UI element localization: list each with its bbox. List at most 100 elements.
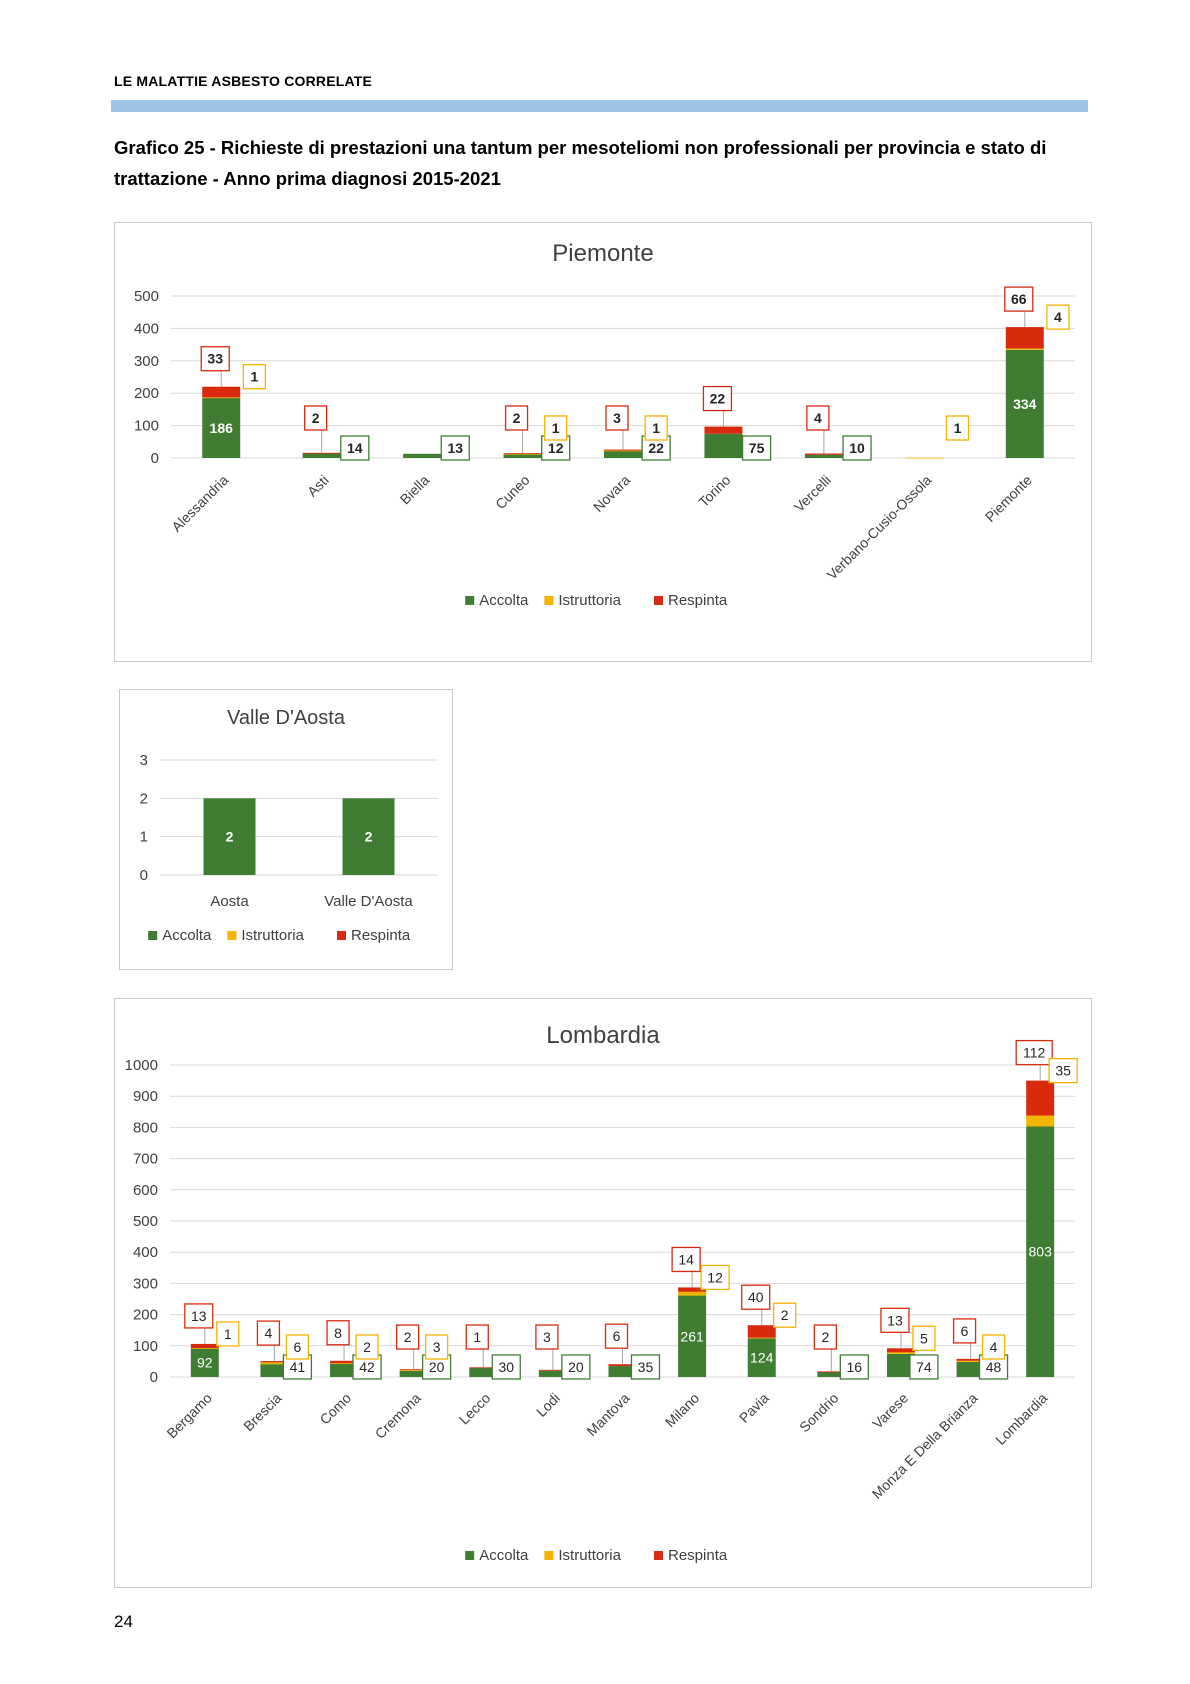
data-label-respinta-como: 8 [334,1325,342,1341]
data-label-accolta-cuneo: 12 [548,440,564,456]
data-label-respinta-alessandria-box [200,346,230,372]
data-label-accolta-torino: 75 [749,440,765,456]
bar-accolta-varese [886,1353,915,1377]
bar-accolta-torino [704,433,743,458]
bar-respinta-alessandria [202,386,241,398]
data-label-respinta-piemonte-box [1004,286,1034,312]
running-header: LE MALATTIE ASBESTO CORRELATE [114,73,373,89]
bar-istruttoria-verbano-cusio-ossola [905,457,944,459]
x-tick-label-torino: Torino [695,472,733,510]
bar-istruttoria-pavia [747,1337,776,1339]
x-tick-label-verbano-cusio-ossola: Verbano-Cusio-Ossola [824,472,935,583]
legend-swatch [544,1551,554,1560]
data-label-accolta-varese-box [909,1354,939,1380]
legend-swatch [654,1551,663,1560]
x-tick-label-mantova: Mantova [583,1390,632,1439]
data-label-accolta-vercelli-box [842,435,872,461]
data-label-respinta-milano-box [671,1246,701,1273]
x-tick-label-cuneo: Cuneo [492,472,533,513]
x-tick-label-como: Como [316,1390,354,1428]
data-label-istruttoria-brescia-box [285,1334,310,1360]
data-label-respinta-monza-e-della-brianza-box [952,1318,977,1344]
data-label-istruttoria-cremona-box [424,1334,449,1360]
bar-istruttoria-novara [604,450,642,452]
legend-swatch [148,931,158,940]
x-tick-label-vercelli: Vercelli [791,472,834,515]
x-tick-label-lecco: Lecco [456,1390,494,1428]
data-label-accolta-bergamo: 92 [197,1355,213,1371]
data-label-accolta-sondrio: 16 [847,1359,863,1375]
data-label-respinta-asti: 2 [312,410,320,426]
data-label-accolta-varese: 74 [916,1359,932,1375]
data-label-respinta-lodi-box [535,1324,559,1350]
legend-item-respinta: Respinta [654,592,728,609]
y-tick-label: 500 [134,288,159,305]
bar-istruttoria-bergamo [190,1347,219,1349]
y-tick-label: 0 [151,450,159,467]
data-label-istruttoria-monza-e-della-brianza: 4 [990,1339,998,1355]
legend: Accolta Istruttoria Respinta [148,927,411,944]
legend: Accolta Istruttoria Respinta [465,1547,728,1564]
bar-accolta-alessandria [202,397,241,458]
data-label-respinta-cremona-box [396,1324,420,1350]
data-label-istruttoria-alessandria: 1 [250,369,258,385]
bar-accolta-milano [678,1295,707,1377]
data-label-respinta-pavia: 40 [748,1289,764,1305]
data-label-respinta-brescia: 4 [265,1325,273,1341]
data-label-respinta-alessandria: 33 [207,351,223,367]
legend-swatch [337,931,346,940]
bar-respinta-pavia [747,1325,776,1338]
y-tick-label: 0 [140,867,148,884]
x-tick-label-lombardia: Lombardia [992,1390,1050,1448]
data-label-respinta-asti-box [304,405,328,431]
data-label-accolta-aosta: 2 [226,829,234,845]
data-label-respinta-lecco: 1 [473,1329,481,1345]
bar-istruttoria-alessandria [202,397,241,399]
y-tick-label: 2 [140,790,148,807]
data-label-istruttoria-brescia: 6 [293,1339,301,1355]
legend-swatch [465,596,475,605]
bar-respinta-torino [704,426,743,434]
bar-respinta-bergamo [190,1343,219,1348]
bar-accolta-cremona [399,1370,428,1377]
bar-accolta-biella [403,453,442,458]
x-tick-label-piemonte: Piemonte [982,472,1035,525]
legend-swatch [227,931,237,940]
data-label-accolta-asti-box [340,435,370,461]
legend-item-respinta: Respinta [337,927,411,944]
data-label-istruttoria-milano-box [700,1264,730,1291]
bar-respinta-vercelli [804,453,843,455]
y-tick-label: 200 [134,385,159,402]
data-label-respinta-vercelli: 4 [814,410,822,426]
bar-respinta-piemonte [1005,327,1044,349]
bar-accolta-novara [604,450,642,458]
y-tick-label: 3 [140,752,148,769]
data-label-accolta-lecco-box [491,1354,521,1380]
data-label-accolta-piemonte: 334 [1013,396,1037,412]
bar-respinta-asti [302,452,341,454]
legend-item-respinta: Respinta [654,1547,728,1564]
legend-label: Respinta [668,592,728,609]
bar-istruttoria-brescia [260,1362,289,1365]
data-label-istruttoria-cuneo: 1 [552,420,560,436]
y-tick-label: 100 [134,418,159,435]
data-label-istruttoria-lombardia: 35 [1055,1063,1071,1079]
x-tick-label-pavia: Pavia [736,1390,772,1426]
y-tick-label: 300 [133,1275,158,1292]
bar-respinta-novara [604,449,642,451]
legend-label: Accolta [479,592,529,609]
y-tick-label: 300 [134,353,159,370]
data-label-accolta-biella: 13 [447,440,463,456]
legend-label: Accolta [479,1547,529,1564]
x-tick-label-bergamo: Bergamo [163,1390,215,1442]
data-label-accolta-novara: 22 [648,440,664,456]
data-label-istruttoria-como-box [355,1334,379,1360]
chart-title: Piemonte [552,240,653,267]
legend-label: Istruttoria [241,927,304,944]
chart-lombardia: Lombardia 0 100 200 300 400 500 600 700 800 900 100… [114,998,1092,1588]
data-label-respinta-brescia-box [256,1320,281,1346]
legend-swatch [465,1551,475,1560]
data-label-respinta-vercelli-box [806,405,830,431]
bar-respinta-cuneo [503,453,542,454]
data-label-istruttoria-como: 2 [363,1339,371,1355]
